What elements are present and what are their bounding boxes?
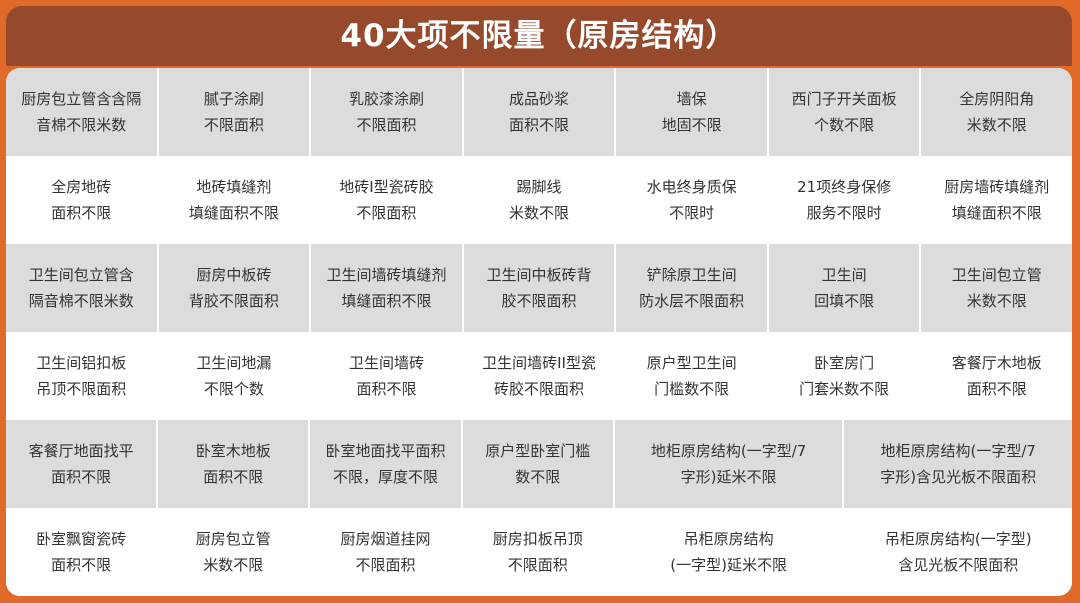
table-cell: 卧室房门 门套米数不限 bbox=[769, 332, 922, 420]
table-cell: 厨房包立管含含隔 音棉不限米数 bbox=[6, 68, 159, 156]
table-row: 全房地砖 面积不限 地砖填缝剂 填缝面积不限 地砖I型瓷砖胶 不限面积 踢脚线 米数不… bbox=[6, 156, 1072, 244]
items-table: 厨房包立管含含隔 音棉不限米数 腻子涂刷 不限面积 乳胶漆涂刷 不限面积 成品砂浆 面… bbox=[6, 68, 1072, 596]
table-cell: 成品砂浆 面积不限 bbox=[464, 68, 617, 156]
table-cell: 卫生间地漏 不限个数 bbox=[159, 332, 312, 420]
table-cell: 原户型卧室门槛 数不限 bbox=[463, 420, 615, 508]
table-cell: 墙保 地固不限 bbox=[616, 68, 769, 156]
table-cell: 卧室飘窗瓷砖 面积不限 bbox=[6, 508, 159, 596]
table-cell: 踢脚线 米数不限 bbox=[464, 156, 617, 244]
table-cell: 腻子涂刷 不限面积 bbox=[159, 68, 312, 156]
table-cell: 厨房中板砖 背胶不限面积 bbox=[159, 244, 312, 332]
table-cell: 卫生间墙砖II型瓷 砖胶不限面积 bbox=[464, 332, 617, 420]
table-cell: 卫生间墙砖填缝剂 填缝面积不限 bbox=[311, 244, 464, 332]
table-row: 客餐厅地面找平 面积不限 卧室木地板 面积不限 卧室地面找平面积 不限，厚度不限 原户… bbox=[6, 420, 1072, 508]
table-cell: 吊柜原房结构(一字型) 含见光板不限面积 bbox=[884, 530, 1032, 574]
page-title: 40大项不限量（原房结构） bbox=[6, 6, 1072, 66]
table-cell: 卫生间中板砖背 胶不限面积 bbox=[464, 244, 617, 332]
table-row: 厨房包立管含含隔 音棉不限米数 腻子涂刷 不限面积 乳胶漆涂刷 不限面积 成品砂浆 面… bbox=[6, 68, 1072, 156]
table-cell: 卧室木地板 面积不限 bbox=[158, 420, 311, 508]
table-cell: 西门子开关面板 个数不限 bbox=[769, 68, 922, 156]
table-cell: 地砖I型瓷砖胶 不限面积 bbox=[311, 156, 464, 244]
table-cell: 客餐厅地面找平 面积不限 bbox=[6, 420, 159, 508]
table-cell: 吊柜原房结构 (一字型)延米不限 bbox=[615, 508, 845, 596]
table-cell: 厨房扣板吊顶 不限面积 bbox=[463, 508, 615, 596]
table-cell: 卫生间 回填不限 bbox=[769, 244, 922, 332]
table-row: 卫生间包立管含 隔音棉不限米数 厨房中板砖 背胶不限面积 卫生间墙砖填缝剂 填缝面积… bbox=[6, 244, 1072, 332]
table-cell: 厨房墙砖填缝剂 填缝面积不限 bbox=[944, 178, 1050, 222]
table-cell: 地柜原房结构(一字型/7 字形)含见光板不限面积 bbox=[880, 442, 1037, 486]
table-cell: 客餐厅木地板 面积不限 bbox=[951, 354, 1042, 398]
table-cell: 铲除原卫生间 防水层不限面积 bbox=[616, 244, 769, 332]
table-cell: 全房阴阳角 米数不限 bbox=[959, 90, 1035, 134]
table-cell: 地柜原房结构(一字型/7 字形)延米不限 bbox=[615, 420, 845, 508]
table-row: 卫生间铝扣板 吊顶不限面积 卫生间地漏 不限个数 卫生间墙砖 面积不限 卫生间墙砖II… bbox=[6, 332, 1072, 420]
table-cell: 全房地砖 面积不限 bbox=[6, 156, 159, 244]
table-cell: 厨房包立管 米数不限 bbox=[158, 508, 311, 596]
table-cell: 卫生间铝扣板 吊顶不限面积 bbox=[6, 332, 159, 420]
table-cell: 21项终身保修 服务不限时 bbox=[769, 156, 922, 244]
table-cell: 地砖填缝剂 填缝面积不限 bbox=[159, 156, 312, 244]
table-cell: 卫生间包立管含 隔音棉不限米数 bbox=[6, 244, 159, 332]
table-cell: 厨房烟道挂网 不限面积 bbox=[310, 508, 463, 596]
table-cell: 水电终身质保 不限时 bbox=[616, 156, 769, 244]
table-cell: 卫生间墙砖 面积不限 bbox=[311, 332, 464, 420]
table-cell: 卧室地面找平面积 不限，厚度不限 bbox=[310, 420, 463, 508]
table-row: 卧室飘窗瓷砖 面积不限 厨房包立管 米数不限 厨房烟道挂网 不限面积 厨房扣板吊顶 不… bbox=[6, 508, 1072, 596]
table-cell: 乳胶漆涂刷 不限面积 bbox=[311, 68, 464, 156]
table-cell: 原户型卫生间 门槛数不限 bbox=[616, 332, 769, 420]
table-cell: 卫生间包立管 米数不限 bbox=[951, 266, 1042, 310]
